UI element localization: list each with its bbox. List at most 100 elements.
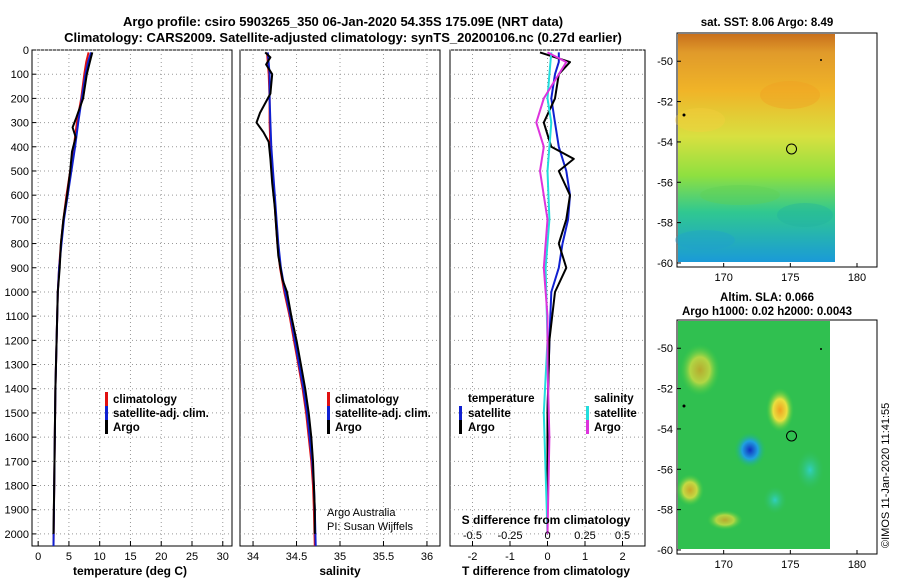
temperature-panel: 0 5 10 15 20 25 30 0 100 200 300 400 500 600 700 800 90… bbox=[5, 45, 233, 578]
map-point bbox=[682, 404, 686, 408]
x-tick-label: 20 bbox=[155, 551, 167, 563]
difference-grid bbox=[450, 49, 645, 546]
profile-location-marker bbox=[786, 430, 798, 442]
sla-map: Altim. SLA: 0.066 Argo h1000: 0.02 h2000… bbox=[657, 292, 878, 571]
legend-swatch-satellite bbox=[105, 406, 108, 420]
map-y-tick-label: -56 bbox=[657, 177, 673, 189]
salinity-x-ticks: 34 34.5 35 35.5 36 bbox=[247, 541, 433, 563]
map-point bbox=[682, 113, 686, 117]
x-tick-label: 35.5 bbox=[373, 551, 394, 563]
legend-swatch-climatology bbox=[327, 392, 330, 406]
depth-y-ticks: 0 100 200 300 400 500 600 700 800 900 1000 1100 1200… bbox=[5, 45, 36, 541]
s-diff-tick-label: 0 bbox=[544, 530, 550, 542]
temperature-series bbox=[52, 52, 94, 547]
map-y-tick-label: -60 bbox=[657, 545, 673, 557]
sst-map-title: sat. SST: 8.06 Argo: 8.49 bbox=[701, 17, 834, 29]
salinity-x-label: salinity bbox=[319, 564, 361, 578]
salinity-grid bbox=[240, 49, 440, 546]
temperature-x-label: temperature (deg C) bbox=[73, 564, 187, 578]
y-tick-label: 1100 bbox=[5, 311, 29, 323]
map-y-tick-label: -54 bbox=[657, 424, 673, 436]
map-y-tick-label: -56 bbox=[657, 464, 673, 476]
y-tick-label: 100 bbox=[11, 69, 29, 81]
salinity-difference-ticks: -0.5 -0.25 0 0.25 0.5 bbox=[463, 530, 630, 542]
s-diff-tick-label: -0.25 bbox=[497, 530, 522, 542]
imos-credit: ©IMOS 11-Jan-2020 11:41:55 bbox=[880, 403, 892, 548]
map-x-tick-label: 170 bbox=[714, 559, 732, 571]
y-tick-label: 1000 bbox=[5, 287, 29, 299]
s-difference-label: S difference from climatology bbox=[462, 513, 631, 527]
sla-map-subtitle: Argo h1000: 0.02 h2000: 0.0043 bbox=[682, 306, 852, 318]
x-tick-label: 30 bbox=[217, 551, 229, 563]
legend-label-s-satellite: satellite bbox=[594, 408, 637, 420]
legend-swatch-t-satellite bbox=[459, 406, 462, 420]
legend-swatch-s-argo bbox=[586, 420, 589, 434]
legend-label-climatology: climatology bbox=[113, 394, 178, 406]
difference-series bbox=[535, 51, 575, 534]
sla-map-title: Altim. SLA: 0.066 bbox=[720, 292, 814, 304]
difference-legend: temperature satellite Argo salinity sate… bbox=[459, 393, 637, 434]
y-tick-label: 200 bbox=[11, 93, 29, 105]
credit-argo-australia: Argo Australia bbox=[327, 507, 396, 519]
map-y-tick-label: -52 bbox=[657, 384, 673, 396]
credit-pi: PI: Susan Wijffels bbox=[327, 521, 413, 533]
x-tick-label: 34 bbox=[247, 551, 259, 563]
series-line-s-argo bbox=[535, 51, 568, 534]
legend-label-climatology: climatology bbox=[335, 394, 400, 406]
sst-map-ticks: 170 175 180 -50 -52 -54 -56 -58 -60 bbox=[657, 56, 866, 284]
x-tick-label: 0 bbox=[35, 551, 41, 563]
x-tick-label: 2 bbox=[619, 551, 625, 563]
s-diff-tick-label: 0.5 bbox=[615, 530, 630, 542]
series-line-s-satellite bbox=[542, 52, 553, 534]
y-tick-label: 1300 bbox=[5, 360, 29, 372]
y-tick-label: 300 bbox=[11, 118, 29, 130]
legend-label-satellite: satellite-adj. clim. bbox=[335, 408, 431, 420]
x-tick-label: 36 bbox=[421, 551, 433, 563]
salinity-legend: climatology satellite-adj. clim. Argo bbox=[327, 392, 431, 434]
map-x-tick-label: 180 bbox=[848, 272, 866, 284]
legend-label-t-argo: Argo bbox=[468, 422, 495, 434]
temperature-x-ticks: 0 5 10 15 20 25 30 bbox=[35, 541, 229, 563]
difference-panel: -2 -1 0 1 2 -0.5 -0.25 0 0.25 0.5 S difference f… bbox=[449, 49, 646, 578]
temperature-legend: climatology satellite-adj. clim. Argo bbox=[105, 392, 209, 434]
sst-texture bbox=[675, 81, 833, 250]
x-tick-label: 15 bbox=[124, 551, 136, 563]
legend-swatch-t-argo bbox=[459, 420, 462, 434]
legend-label-s-argo: Argo bbox=[594, 422, 621, 434]
x-tick-label: 34.5 bbox=[286, 551, 307, 563]
sst-map: sat. SST: 8.06 Argo: 8.49 170 175 180 -50 -5… bbox=[657, 17, 878, 284]
profile-location-marker bbox=[786, 143, 798, 155]
figure-title-line2: Climatology: CARS2009. Satellite-adjuste… bbox=[64, 30, 622, 45]
map-y-tick-label: -60 bbox=[657, 258, 673, 270]
sst-field bbox=[678, 34, 835, 262]
s-diff-tick-label: 0.25 bbox=[574, 530, 595, 542]
y-tick-label: 800 bbox=[11, 239, 29, 251]
map-x-tick-label: 175 bbox=[781, 559, 799, 571]
salinity-panel: 34 34.5 35 35.5 36 salinity climatology sate… bbox=[239, 49, 441, 578]
legend-label-satellite: satellite-adj. clim. bbox=[113, 408, 209, 420]
y-tick-label: 500 bbox=[11, 166, 29, 178]
legend-swatch-satellite bbox=[327, 406, 330, 420]
map-y-tick-label: -50 bbox=[657, 56, 673, 68]
salinity-series bbox=[255, 51, 317, 547]
legend-swatch-climatology bbox=[105, 392, 108, 406]
y-tick-label: 1500 bbox=[5, 408, 29, 420]
temperature-plot-area bbox=[31, 49, 233, 547]
legend-swatch-argo bbox=[105, 420, 108, 434]
map-point bbox=[820, 59, 822, 61]
y-tick-label: 700 bbox=[11, 214, 29, 226]
difference-x-ticks: -2 -1 0 1 2 bbox=[468, 541, 626, 563]
x-tick-label: 0 bbox=[544, 551, 550, 563]
sla-eddies bbox=[676, 344, 824, 530]
figure-title-line1: Argo profile: csiro 5903265_350 06-Jan-2… bbox=[123, 14, 563, 29]
y-tick-label: 1900 bbox=[5, 505, 29, 517]
series-line-argo bbox=[52, 52, 94, 534]
legend-swatch-argo bbox=[327, 420, 330, 434]
sla-map-ticks: 170 175 180 -50 -52 -54 -56 -58 -60 bbox=[657, 343, 866, 571]
series-line-argo bbox=[255, 51, 316, 534]
x-tick-label: -2 bbox=[468, 551, 478, 563]
temperature-grid bbox=[32, 49, 232, 546]
y-tick-label: 1400 bbox=[5, 384, 29, 396]
map-y-tick-label: -58 bbox=[657, 218, 673, 230]
map-point bbox=[820, 348, 822, 350]
